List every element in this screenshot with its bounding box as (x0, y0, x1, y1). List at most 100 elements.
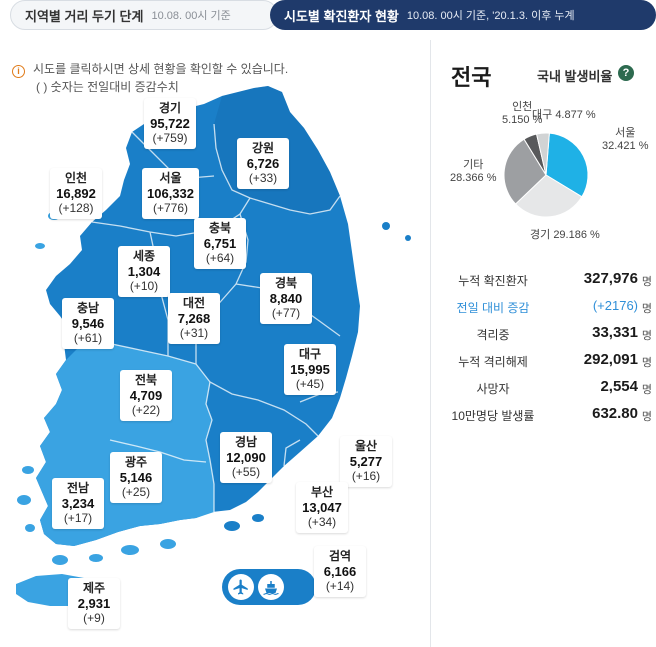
region-name: 서울 (147, 171, 194, 186)
region-name: 충남 (67, 301, 109, 316)
stat-row-deaths: 사망자 2,554 명 (440, 374, 652, 401)
stat-unit: 명 (642, 354, 652, 370)
stat-value: 292,091 (584, 351, 638, 368)
region-delta: (+10) (123, 279, 165, 294)
region-gyeonggi[interactable]: 경기 95,722 (+759) (144, 98, 196, 149)
pie-label-seoul-value: 32.421 % (602, 140, 648, 153)
region-name: 광주 (115, 455, 157, 470)
region-jeonnam[interactable]: 전남 3,234 (+17) (52, 478, 104, 529)
region-count: 2,931 (73, 596, 115, 611)
stat-row-total-confirmed: 누적 확진환자 327,976 명 (440, 266, 652, 293)
region-gyeongbuk[interactable]: 경북 8,840 (+77) (260, 273, 312, 324)
pie-label-daegu-value: 4.877 % (555, 109, 595, 121)
region-delta: (+33) (242, 171, 284, 186)
map-info-line1: i 시도를 클릭하시면 상세 현황을 확인할 수 있습니다. (12, 60, 288, 78)
region-count: 4,709 (125, 388, 167, 403)
region-name: 인천 (55, 171, 97, 186)
region-count: 16,892 (55, 186, 97, 201)
stats-table: 누적 확진환자 327,976 명 전일 대비 증감 (+2176) 명 격리중… (440, 266, 652, 428)
region-daejeon[interactable]: 대전 7,268 (+31) (168, 293, 220, 344)
east-sea-islands (382, 222, 411, 241)
region-delta: (+776) (147, 201, 194, 216)
pie-chart: 인천 5.150 % 대구 4.877 % 서울 32.421 % 기타 28.… (436, 95, 656, 255)
region-name: 전북 (125, 373, 167, 388)
help-icon[interactable]: ? (618, 65, 634, 81)
quarantine-transport-group (222, 569, 316, 605)
region-count: 8,840 (265, 291, 307, 306)
pie-label-gyeonggi: 경기 29.186 % (530, 229, 600, 242)
region-count: 6,726 (242, 156, 284, 171)
korea-map: i 시도를 클릭하시면 상세 현황을 확인할 수 있습니다. ( ) 숫자는 전일… (0, 0, 430, 647)
region-jeonbuk[interactable]: 전북 4,709 (+22) (120, 370, 172, 421)
region-delta: (+64) (199, 251, 241, 266)
region-delta: (+14) (319, 579, 361, 594)
region-seoul[interactable]: 서울 106,332 (+776) (142, 168, 199, 219)
region-delta: (+34) (301, 515, 343, 530)
pie-label-daegu: 대구 4.877 % (532, 109, 596, 122)
region-delta: (+77) (265, 306, 307, 321)
map-info-text1: 시도를 클릭하시면 상세 현황을 확인할 수 있습니다. (33, 62, 288, 76)
region-count: 6,166 (319, 564, 361, 579)
region-ulsan[interactable]: 울산 5,277 (+16) (340, 436, 392, 487)
region-quarantine[interactable]: 검역 6,166 (+14) (314, 546, 366, 597)
stat-row-isolated: 격리중 33,331 명 (440, 320, 652, 347)
region-name: 경기 (149, 101, 191, 116)
stat-label: 격리중 (440, 326, 546, 343)
stat-value: 2,554 (600, 378, 638, 395)
region-name: 울산 (345, 439, 387, 454)
region-name: 대구 (289, 347, 331, 362)
region-name: 검역 (319, 549, 361, 564)
region-delta: (+759) (149, 131, 191, 146)
stat-row-incidence-rate: 10만명당 발생률 632.80 명 (440, 401, 652, 428)
pie-label-other-name: 기타 (450, 159, 496, 172)
stat-unit: 명 (642, 327, 652, 343)
region-sejong[interactable]: 세종 1,304 (+10) (118, 246, 170, 297)
region-count: 9,546 (67, 316, 109, 331)
stat-value: 33,331 (592, 324, 638, 341)
map-info: i 시도를 클릭하시면 상세 현황을 확인할 수 있습니다. ( ) 숫자는 전일… (12, 60, 288, 96)
stat-label: 누적 확진환자 (440, 272, 546, 289)
pie-label-seoul: 서울 32.421 % (602, 127, 648, 153)
region-name: 제주 (73, 581, 115, 596)
region-count: 6,751 (199, 236, 241, 251)
region-delta: (+9) (73, 611, 115, 626)
region-busan[interactable]: 부산 13,047 (+34) (296, 482, 348, 533)
region-name: 충북 (199, 221, 241, 236)
stat-value: 327,976 (584, 270, 638, 287)
stat-label: 전일 대비 증감 (440, 299, 546, 316)
pie-label-gyeonggi-name: 경기 (530, 229, 550, 241)
tab-confirmed-date: 10.08. 00시 기준, '20.1.3. 이후 누계 (407, 7, 575, 23)
region-delta: (+61) (67, 331, 109, 346)
stat-row-daily-change: 전일 대비 증감 (+2176) 명 (440, 293, 652, 320)
pie-label-gyeonggi-value: 29.186 % (553, 229, 599, 241)
region-count: 15,995 (289, 362, 331, 377)
stat-unit: 명 (642, 300, 652, 316)
region-count: 95,722 (149, 116, 191, 131)
region-delta: (+25) (115, 485, 157, 500)
region-chungbuk[interactable]: 충북 6,751 (+64) (194, 218, 246, 269)
region-name: 세종 (123, 249, 165, 264)
region-gwangju[interactable]: 광주 5,146 (+25) (110, 452, 162, 503)
region-incheon[interactable]: 인천 16,892 (+128) (50, 168, 102, 219)
region-gyeongnam[interactable]: 경남 12,090 (+55) (220, 432, 272, 483)
airplane-icon[interactable] (228, 574, 254, 600)
info-icon: i (12, 65, 25, 78)
region-daegu[interactable]: 대구 15,995 (+45) (284, 344, 336, 395)
region-count: 12,090 (225, 450, 267, 465)
region-name: 전남 (57, 481, 99, 496)
region-delta: (+45) (289, 377, 331, 392)
ship-icon[interactable] (258, 574, 284, 600)
region-delta: (+31) (173, 326, 215, 341)
stat-unit: 명 (642, 408, 652, 424)
stat-row-released: 누적 격리해제 292,091 명 (440, 347, 652, 374)
stat-unit: 명 (642, 381, 652, 397)
region-chungnam[interactable]: 충남 9,546 (+61) (62, 298, 114, 349)
stat-label: 10만명당 발생률 (440, 407, 546, 424)
stat-value: (+2176) (593, 298, 638, 313)
region-delta: (+55) (225, 465, 267, 480)
region-jeju[interactable]: 제주 2,931 (+9) (68, 578, 120, 629)
region-name: 부산 (301, 485, 343, 500)
region-gangwon[interactable]: 강원 6,726 (+33) (237, 138, 289, 189)
nation-title: 전국 (451, 60, 491, 92)
pie-label-other: 기타 28.366 % (450, 159, 496, 185)
